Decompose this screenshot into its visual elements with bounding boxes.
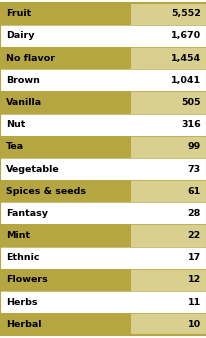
Text: 1,670: 1,670 [170,31,200,41]
Bar [131,291,206,313]
Text: 22: 22 [187,231,200,240]
Bar [0,3,131,25]
Bar [0,291,131,313]
Bar [131,47,206,69]
Text: Dairy: Dairy [6,31,35,41]
Text: Ethnic: Ethnic [6,253,40,262]
Text: 11: 11 [187,297,200,307]
Bar [0,136,131,158]
Bar [0,224,131,247]
Text: 1,041: 1,041 [170,76,200,85]
Bar [131,158,206,180]
Text: 61: 61 [187,187,200,196]
Text: 28: 28 [186,209,200,218]
Text: Herbal: Herbal [6,320,41,329]
Text: Vanilla: Vanilla [6,98,42,107]
Bar [131,91,206,114]
Bar [131,3,206,25]
Text: 1,454: 1,454 [170,54,200,63]
Text: 316: 316 [180,120,200,129]
Text: Flowers: Flowers [6,275,48,284]
Text: Fantasy: Fantasy [6,209,48,218]
Text: 99: 99 [187,142,200,151]
Bar [131,202,206,224]
Text: 73: 73 [187,165,200,173]
Bar [0,180,131,202]
Text: Brown: Brown [6,76,40,85]
Text: Nut: Nut [6,120,26,129]
Text: Vegetable: Vegetable [6,165,60,173]
Bar [131,25,206,47]
Bar [0,69,131,91]
Bar [131,224,206,247]
Text: 10: 10 [187,320,200,329]
Bar [0,269,131,291]
Bar [131,313,206,335]
Bar [0,114,131,136]
Bar [0,25,131,47]
Text: Fruit: Fruit [6,9,31,18]
Bar [0,247,131,269]
Text: 505: 505 [180,98,200,107]
Bar [131,269,206,291]
Text: 17: 17 [187,253,200,262]
Bar [0,313,131,335]
Bar [0,202,131,224]
Bar [0,91,131,114]
Bar [131,247,206,269]
Bar [131,136,206,158]
Bar [131,114,206,136]
Text: 12: 12 [187,275,200,284]
Bar [131,180,206,202]
Text: Mint: Mint [6,231,30,240]
Bar [0,47,131,69]
Bar [131,69,206,91]
Text: 5,552: 5,552 [170,9,200,18]
Text: Tea: Tea [6,142,24,151]
Text: No flavor: No flavor [6,54,55,63]
Bar [0,158,131,180]
Text: Spices & seeds: Spices & seeds [6,187,86,196]
Text: Herbs: Herbs [6,297,37,307]
